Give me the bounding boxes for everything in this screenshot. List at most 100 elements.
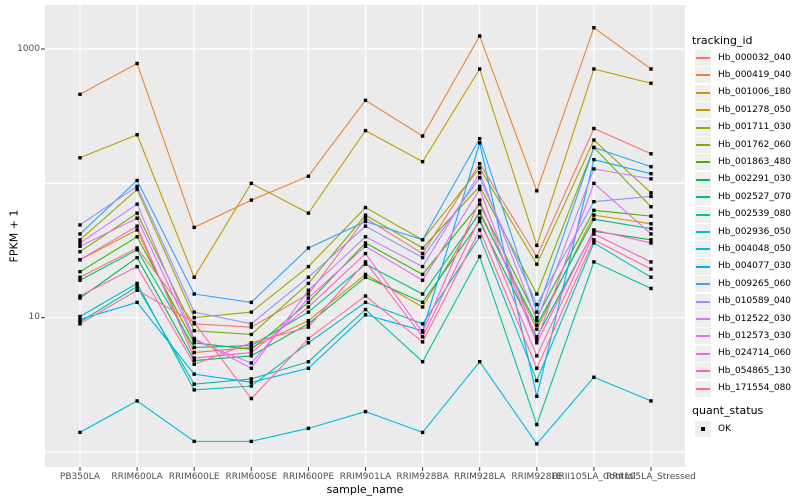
data-point	[478, 184, 482, 189]
data-point	[420, 238, 425, 242]
data-point	[192, 341, 196, 345]
data-point	[78, 238, 82, 242]
data-point	[592, 260, 596, 264]
data-point	[192, 388, 196, 392]
legend-label-Hb_171554_080: Hb_171554_080	[718, 383, 792, 394]
data-point	[78, 275, 82, 279]
data-point	[420, 292, 425, 296]
data-point	[306, 310, 311, 314]
data-point	[649, 275, 653, 279]
data-point	[135, 248, 139, 252]
data-point	[649, 171, 653, 176]
data-point	[535, 335, 539, 339]
data-point	[306, 318, 311, 323]
data-point	[649, 194, 653, 199]
data-point	[649, 205, 653, 209]
data-point	[249, 384, 253, 388]
legend-label-Hb_004048_050: Hb_004048_050	[718, 243, 792, 254]
data-point	[420, 335, 425, 339]
data-point	[192, 372, 196, 376]
data-point	[592, 126, 596, 131]
legend-label-Hb_009265_060: Hb_009265_060	[718, 278, 792, 289]
data-point	[306, 360, 311, 364]
y-tick-label: 10	[28, 312, 40, 323]
data-point	[249, 361, 253, 365]
data-point	[363, 260, 368, 264]
x-tick-label-RRII105LA_Stressed: RRII105LA_Stressed	[606, 472, 696, 482]
data-point	[363, 235, 368, 239]
data-point	[535, 394, 539, 398]
data-point	[478, 141, 482, 145]
data-point	[478, 235, 482, 239]
legend-key-quant-ok	[695, 421, 711, 437]
line-swatch-icon	[696, 352, 710, 355]
data-point	[649, 238, 653, 242]
data-point	[478, 216, 482, 220]
data-point	[592, 138, 596, 142]
data-point	[306, 296, 311, 300]
data-point	[363, 313, 368, 317]
data-point	[192, 320, 196, 325]
data-point	[420, 340, 425, 344]
legend-label-Hb_002291_030: Hb_002291_030	[718, 174, 792, 185]
data-point	[78, 244, 82, 248]
line-swatch-icon	[696, 387, 710, 390]
line-swatch-icon	[696, 318, 710, 320]
legend-key-Hb_002936_050	[695, 224, 711, 240]
data-point	[592, 238, 596, 242]
x-tick-label-RRIM600SE: RRIM600SE	[225, 472, 278, 482]
legend-label-Hb_001006_180: Hb_001006_180	[718, 87, 792, 98]
data-point	[306, 275, 311, 279]
data-point	[420, 360, 425, 364]
data-point	[478, 171, 482, 175]
data-point	[649, 232, 653, 236]
data-point	[78, 296, 82, 300]
data-point	[363, 294, 368, 298]
data-point	[592, 181, 596, 186]
data-point	[363, 241, 368, 245]
legend-label-Hb_000419_040: Hb_000419_040	[718, 69, 792, 80]
legend-label-quant-ok: OK	[718, 424, 731, 434]
legend-title-tracking-id: tracking_id	[692, 34, 753, 47]
data-point	[78, 232, 82, 236]
data-point	[420, 246, 425, 250]
data-point	[192, 338, 196, 342]
data-point	[78, 430, 82, 435]
x-tick-label-RRIM928LE: RRIM928LE	[511, 472, 563, 482]
legend-label-Hb_001711_030: Hb_001711_030	[718, 122, 792, 133]
data-point	[478, 254, 482, 259]
data-point	[249, 347, 253, 352]
data-point	[192, 350, 196, 355]
data-point	[535, 262, 539, 266]
data-point	[478, 187, 482, 192]
data-point	[306, 322, 311, 326]
point-swatch-icon	[701, 427, 705, 431]
data-point	[249, 310, 253, 314]
legend-key-Hb_002291_030	[695, 171, 711, 188]
data-point	[649, 214, 653, 218]
data-point	[478, 162, 482, 166]
data-point	[306, 288, 311, 292]
data-point	[78, 269, 82, 274]
legend-key-Hb_004077_030	[695, 258, 711, 275]
line-swatch-icon	[696, 126, 710, 129]
data-point	[649, 286, 653, 291]
data-point	[420, 264, 425, 269]
data-point	[649, 165, 653, 169]
data-point	[135, 178, 139, 183]
data-point	[592, 199, 596, 204]
data-point	[363, 409, 368, 414]
data-point	[592, 213, 596, 217]
data-point	[592, 241, 596, 245]
legend-key-Hb_012522_030	[695, 311, 711, 327]
legend-key-Hb_000032_040	[695, 50, 711, 66]
data-point	[420, 330, 425, 334]
data-point	[135, 211, 139, 215]
data-point	[78, 92, 82, 97]
data-point	[135, 281, 139, 286]
x-tick-label-RRIM901LA: RRIM901LA	[339, 472, 392, 482]
data-point	[649, 152, 653, 156]
line-swatch-icon	[696, 109, 710, 112]
legend-label-Hb_000032_040: Hb_000032_040	[718, 52, 792, 63]
data-point	[306, 341, 311, 345]
